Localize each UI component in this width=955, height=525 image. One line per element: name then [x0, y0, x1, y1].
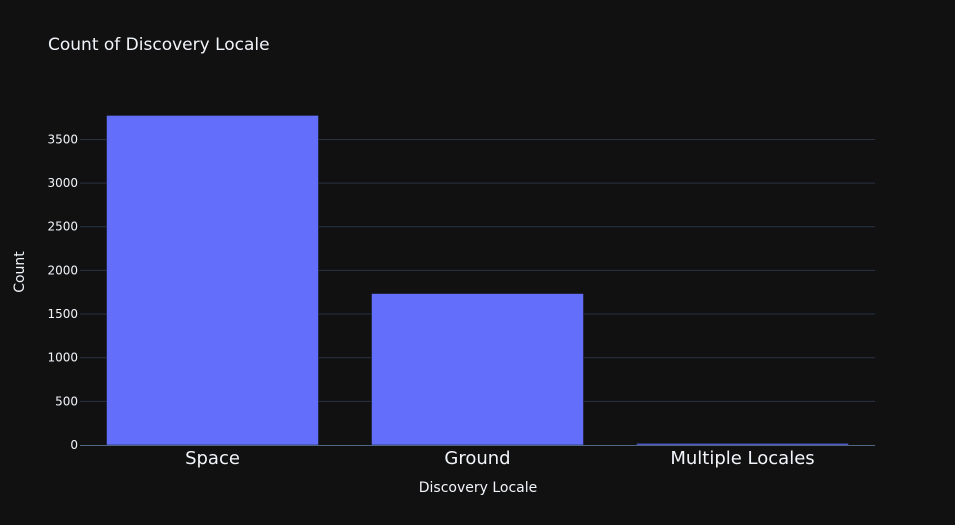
- y-tick-label: 3000: [47, 176, 78, 190]
- bar[interactable]: [106, 115, 319, 446]
- bars: [106, 115, 849, 446]
- y-tick-label: 1500: [47, 307, 78, 321]
- x-tick-label: Ground: [444, 448, 510, 469]
- bar[interactable]: [636, 443, 849, 446]
- y-tick-label: 2000: [47, 263, 78, 277]
- y-tick-label: 2500: [47, 220, 78, 234]
- y-tick-label: 1000: [47, 351, 78, 365]
- bar[interactable]: [371, 293, 584, 446]
- x-tick-label: Space: [185, 448, 240, 469]
- y-tick-label: 500: [55, 394, 78, 408]
- x-tick-label: Multiple Locales: [670, 448, 814, 469]
- y-axis-ticks: 0 500 1000 1500 2000 2500 3000 3500: [47, 132, 78, 452]
- chart-title: Count of Discovery Locale: [48, 35, 270, 55]
- x-axis-title: Discovery Locale: [419, 480, 538, 496]
- y-tick-label: 3500: [47, 132, 78, 146]
- x-axis-ticks: Space Ground Multiple Locales: [185, 448, 815, 469]
- y-axis-title: Count: [12, 251, 28, 293]
- y-tick-label: 0: [70, 438, 78, 452]
